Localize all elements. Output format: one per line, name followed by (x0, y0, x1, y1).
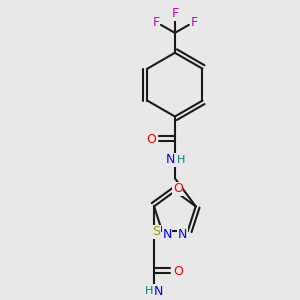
Text: F: F (190, 16, 197, 29)
Text: F: F (152, 16, 160, 29)
Text: F: F (171, 7, 178, 20)
Text: H: H (177, 155, 185, 165)
Text: N: N (178, 228, 188, 241)
Text: N: N (162, 228, 172, 241)
Text: H: H (145, 286, 153, 296)
Text: O: O (173, 182, 183, 195)
Text: N: N (166, 153, 176, 167)
Text: O: O (173, 265, 183, 278)
Text: S: S (152, 225, 160, 238)
Text: N: N (153, 285, 163, 298)
Text: O: O (146, 134, 156, 146)
